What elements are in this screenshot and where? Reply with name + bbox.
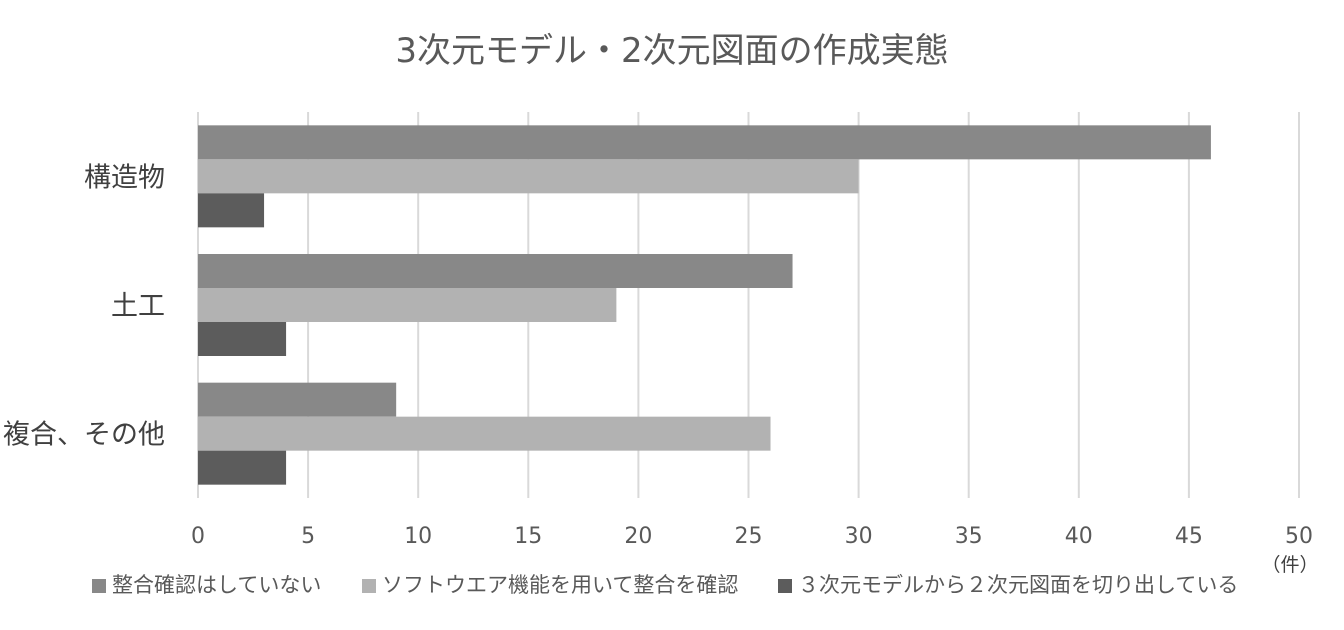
bar	[198, 450, 287, 485]
bar	[198, 382, 397, 417]
category-label: 複合、その他	[3, 420, 165, 451]
bar	[198, 416, 771, 451]
legend-label: ソフトウエア機能を用いて整合を確認	[382, 573, 738, 597]
legend: 整合確認はしていない ソフトウエア機能を用いて整合を確認 ３次元モデルから２次元図面…	[92, 573, 1238, 597]
x-tick-label: 0	[191, 524, 205, 549]
x-tick-label: 15	[514, 524, 542, 549]
bars	[198, 125, 1211, 485]
bar	[198, 254, 793, 288]
category-label: 土工	[111, 291, 165, 322]
legend-label: ３次元モデルから２次元図面を切り出している	[798, 573, 1238, 597]
legend-swatch	[778, 579, 792, 593]
x-tick-label: 20	[624, 524, 652, 549]
legend-label: 整合確認はしていない	[112, 573, 321, 597]
category-label: 構造物	[84, 162, 165, 193]
bar	[198, 193, 265, 228]
legend-swatch	[92, 579, 106, 593]
x-tick-label: 35	[955, 524, 983, 549]
x-unit-label: （件）	[1261, 554, 1318, 576]
legend-swatch	[362, 579, 376, 593]
x-tick-label: 45	[1175, 524, 1203, 549]
x-tick-label: 50	[1285, 524, 1313, 549]
x-tick-label: 25	[735, 524, 763, 549]
bar	[198, 125, 1211, 160]
bar	[198, 159, 859, 194]
x-tick-label: 10	[404, 524, 432, 549]
x-tick-label: 40	[1065, 524, 1093, 549]
x-tick-label: 30	[845, 524, 873, 549]
x-tick-label: 5	[301, 524, 315, 549]
chart-title: 3次元モデル・2次元図面の作成実態	[395, 31, 948, 71]
bar	[198, 288, 617, 322]
x-tick-labels: 0 5 10 15 20 25 30 35 40 45 50	[191, 524, 1313, 549]
bar	[198, 322, 287, 356]
